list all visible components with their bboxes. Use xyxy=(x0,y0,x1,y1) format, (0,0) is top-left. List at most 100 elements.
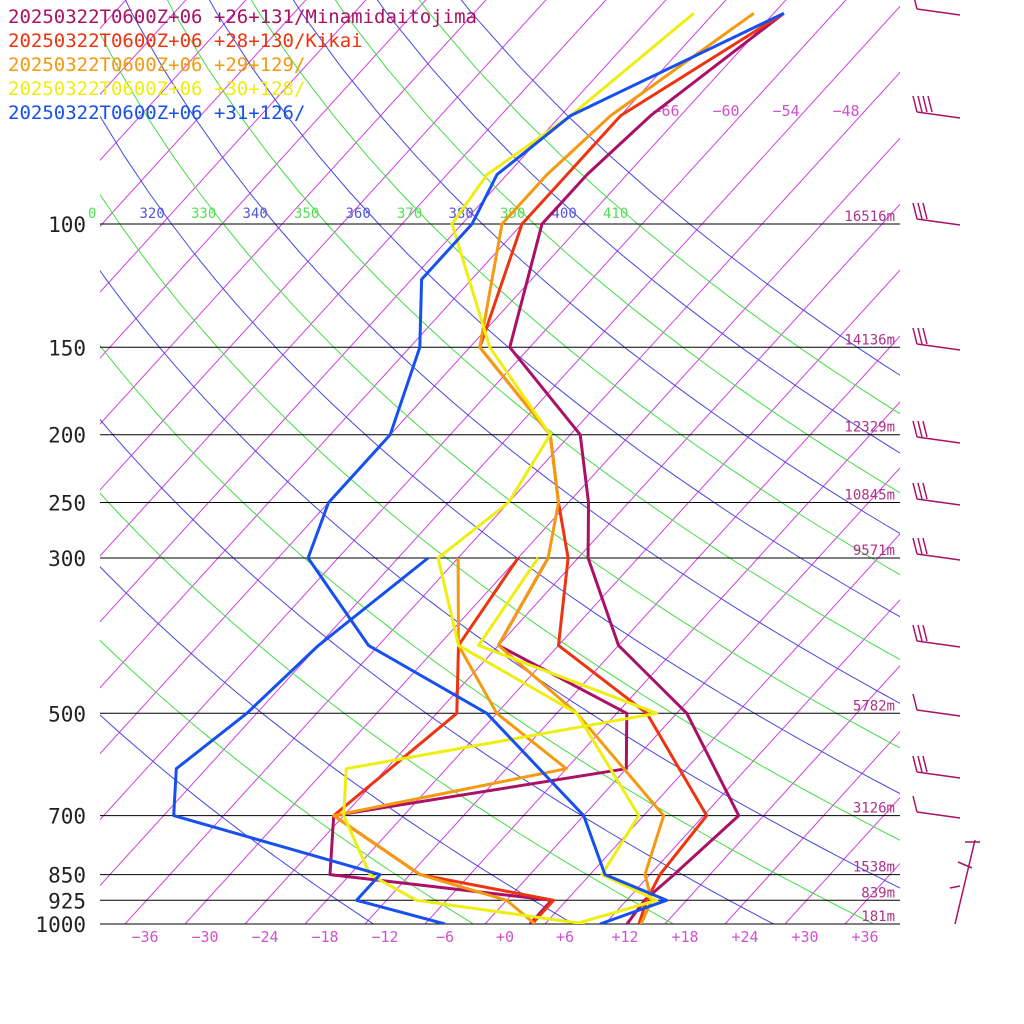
pressure-tick-label: 150 xyxy=(48,336,86,360)
dewpoint-profile-line xyxy=(172,556,446,924)
isotherm-line xyxy=(100,0,127,30)
temperature-tick-label: +12 xyxy=(611,928,638,946)
wind-barb-icon xyxy=(912,693,961,717)
legend-entry: 20250322T0600Z+06 +31+126/ xyxy=(8,102,306,124)
isotherm-line xyxy=(784,796,900,924)
dewpoint-profile-line xyxy=(328,557,629,924)
isotherm-line xyxy=(100,0,427,359)
theta-label: 370 xyxy=(397,206,422,222)
wind-barb-icon xyxy=(912,795,961,819)
isotherm-line xyxy=(844,862,900,924)
upper-temperature-label: −60 xyxy=(712,102,739,120)
temperature-tick-label: −6 xyxy=(436,928,454,946)
pressure-tick-label: 250 xyxy=(48,492,86,516)
dry-adiabat-line xyxy=(100,193,900,841)
isotherm-line xyxy=(484,467,900,924)
height-label: 14136m xyxy=(844,332,895,348)
temperature-tick-label: +0 xyxy=(496,928,514,946)
isotherm-line xyxy=(544,533,900,924)
isotherm-line xyxy=(304,269,900,924)
temperature-tick-label: +36 xyxy=(851,928,878,946)
temperature-tick-label: −30 xyxy=(191,928,218,946)
isotherm-line xyxy=(100,0,247,162)
temperature-tick-label: +6 xyxy=(556,928,574,946)
wind-barb-icon xyxy=(912,420,961,444)
isotherm-line xyxy=(664,665,900,924)
height-label: 839m xyxy=(861,885,895,901)
dry-adiabat-line xyxy=(166,0,900,661)
pressure-tick-label: 200 xyxy=(48,424,86,448)
temperature-tick-label: −12 xyxy=(371,928,398,946)
grid-layer xyxy=(0,0,1024,924)
wind-barb-icon xyxy=(912,755,961,779)
theta-label: 360 xyxy=(346,206,371,222)
dewpoint-profile-line xyxy=(342,557,659,924)
wind-barb-icon xyxy=(912,624,961,648)
legend-entry: 20250322T0600Z+06 +29+129/ xyxy=(8,54,306,76)
isotherm-line xyxy=(724,730,900,924)
legend-entry: 20250322T0600Z+06 +30+128/ xyxy=(8,78,306,100)
height-label: 9571m xyxy=(853,543,895,559)
dry-adiabat-line xyxy=(100,566,574,924)
pressure-tick-label: 850 xyxy=(48,864,86,888)
isotherm-line xyxy=(100,0,487,425)
temperature-profile-line xyxy=(436,12,695,924)
theta-label: 0 xyxy=(88,206,96,222)
pressure-tick-label: 500 xyxy=(48,702,86,726)
height-label: 5782m xyxy=(853,698,895,714)
isotherm-line xyxy=(965,0,1024,924)
theta-label: 330 xyxy=(191,206,216,222)
temperature-tick-label: −24 xyxy=(251,928,278,946)
temperature-tick-label: +24 xyxy=(731,928,758,946)
wind-barb-icon xyxy=(912,482,961,506)
upper-temperature-label: −66 xyxy=(652,102,679,120)
dry-adiabat-line xyxy=(100,418,774,924)
height-label: 3126m xyxy=(853,801,895,817)
theta-label: 340 xyxy=(243,206,268,222)
isotherm-line xyxy=(905,0,1024,924)
pressure-tick-label: 100 xyxy=(48,213,86,237)
theta-label: 380 xyxy=(449,206,474,222)
wind-barb-icon xyxy=(949,839,980,925)
isotherm-line xyxy=(604,599,900,924)
wind-barbs xyxy=(912,0,980,925)
dry-adiabat-line xyxy=(292,0,900,534)
isotherm-line xyxy=(184,137,900,924)
dewpoint-profile-line xyxy=(332,557,568,924)
theta-label: 320 xyxy=(140,206,165,222)
temperature-profile-line xyxy=(478,12,755,924)
isotherm-line xyxy=(100,0,187,96)
height-label: 1538m xyxy=(853,860,895,876)
profiles-layer xyxy=(172,11,785,924)
isotherm-line xyxy=(100,0,307,227)
isotherm-line xyxy=(100,0,847,821)
theta-label: 400 xyxy=(552,206,577,222)
theta-label: 410 xyxy=(603,206,628,222)
isotherm-line xyxy=(0,0,115,924)
isotherm-line xyxy=(364,335,900,924)
height-label: 16516m xyxy=(844,209,895,225)
temperature-tick-label: +30 xyxy=(791,928,818,946)
isotherm-line xyxy=(100,0,607,557)
theta-label: 350 xyxy=(294,206,319,222)
height-label: 181m xyxy=(861,909,895,925)
wind-barb-icon xyxy=(912,537,961,561)
temperature-tick-label: +18 xyxy=(671,928,698,946)
wind-barb-icon xyxy=(913,0,961,16)
temperature-tick-label: −36 xyxy=(131,928,158,946)
height-label: 10845m xyxy=(844,488,895,504)
chart-legend: 20250322T0600Z+06 +26+131/Minamidaitojim… xyxy=(8,5,477,125)
wind-barb-icon xyxy=(912,95,961,119)
dry-adiabat-line xyxy=(376,0,900,454)
isotherm-line xyxy=(100,0,547,491)
pressure-tick-label: 1000 xyxy=(35,913,86,937)
temperature-profile-line xyxy=(478,12,785,924)
legend-entry: 20250322T0600Z+06 +28+130/Kikai xyxy=(8,30,363,52)
isotherm-line xyxy=(0,0,55,924)
height-label: 12329m xyxy=(844,420,895,436)
dry-adiabat-line xyxy=(100,639,474,924)
isotherm-line xyxy=(124,71,900,924)
wind-barb-icon xyxy=(912,202,961,226)
upper-temperature-label: −48 xyxy=(832,102,859,120)
isotherm-line xyxy=(244,203,900,924)
